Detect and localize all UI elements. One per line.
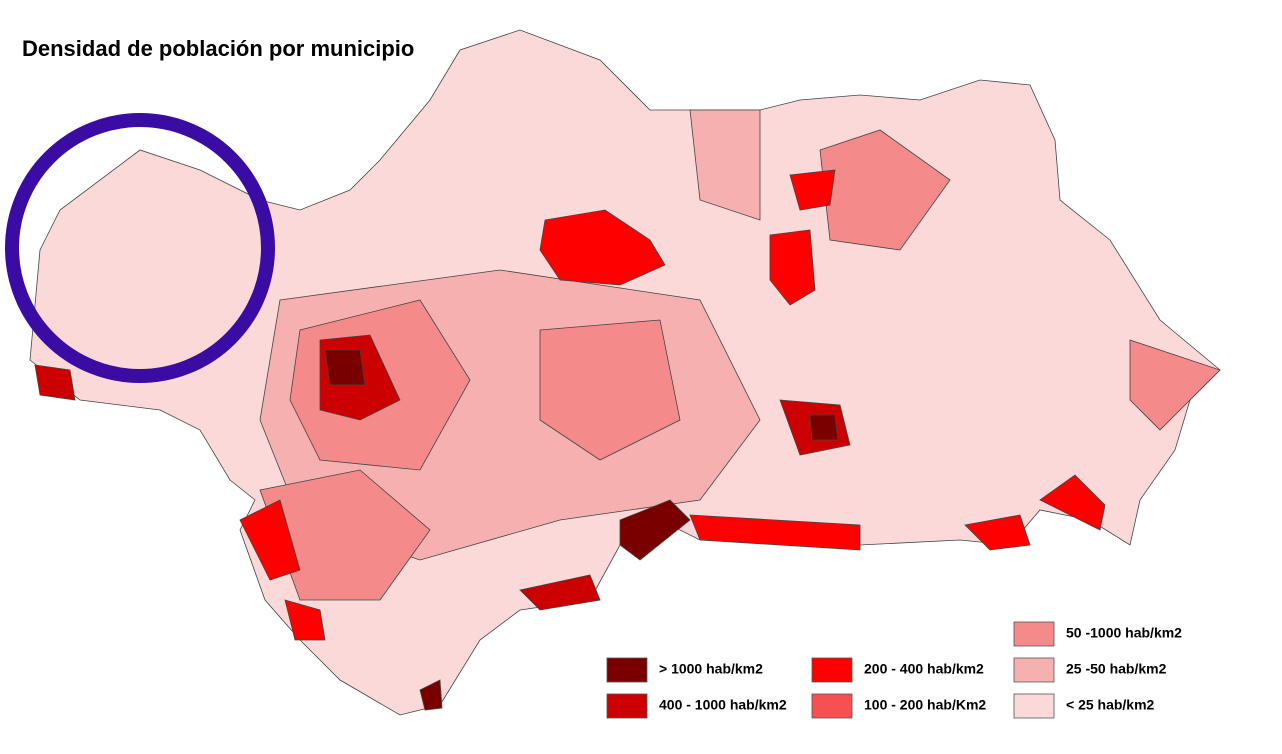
zone-very-high xyxy=(789,169,836,211)
legend-swatch xyxy=(1013,657,1055,683)
zone-high xyxy=(1129,339,1221,431)
legend-label: < 25 hab/km2 xyxy=(1066,697,1155,713)
region-map xyxy=(29,29,1221,716)
legend: > 1000 hab/km2 400 - 1000 hab/km2 200 - 40… xyxy=(606,621,1182,719)
zone-top xyxy=(809,414,839,441)
legend-label: 100 - 200 hab/Km2 xyxy=(864,697,986,713)
legend-label: 50 -1000 hab/km2 xyxy=(1066,625,1182,641)
zone-top xyxy=(619,499,691,561)
legend-label: 25 -50 hab/km2 xyxy=(1066,661,1167,677)
legend-label: 200 - 400 hab/km2 xyxy=(864,661,984,677)
legend-swatch xyxy=(606,657,648,683)
legend-swatch xyxy=(606,693,648,719)
zone-very-high xyxy=(539,209,666,286)
zone-high xyxy=(819,129,951,251)
zone-high xyxy=(259,469,431,601)
zone-top xyxy=(419,679,443,711)
zone-very-high xyxy=(964,514,1031,551)
zone-very-high xyxy=(284,599,326,641)
zone-very-high xyxy=(1039,474,1106,531)
zone-very-high xyxy=(769,229,816,306)
zone-very-high xyxy=(239,499,301,581)
legend-swatch xyxy=(811,657,853,683)
legend-label: 400 - 1000 hab/km2 xyxy=(659,697,787,713)
legend-swatch xyxy=(1013,693,1055,719)
highlight-circle xyxy=(5,113,275,383)
zone-high xyxy=(539,319,681,461)
zone-extreme xyxy=(34,364,76,401)
legend-swatch xyxy=(811,693,853,719)
legend-label: > 1000 hab/km2 xyxy=(659,661,763,677)
legend-swatch xyxy=(1013,621,1055,647)
zone-medium xyxy=(689,109,761,221)
map-title: Densidad de población por municipio xyxy=(22,36,414,61)
zone-top xyxy=(324,349,366,386)
zone-very-high xyxy=(689,514,861,551)
zone-extreme xyxy=(519,574,601,611)
